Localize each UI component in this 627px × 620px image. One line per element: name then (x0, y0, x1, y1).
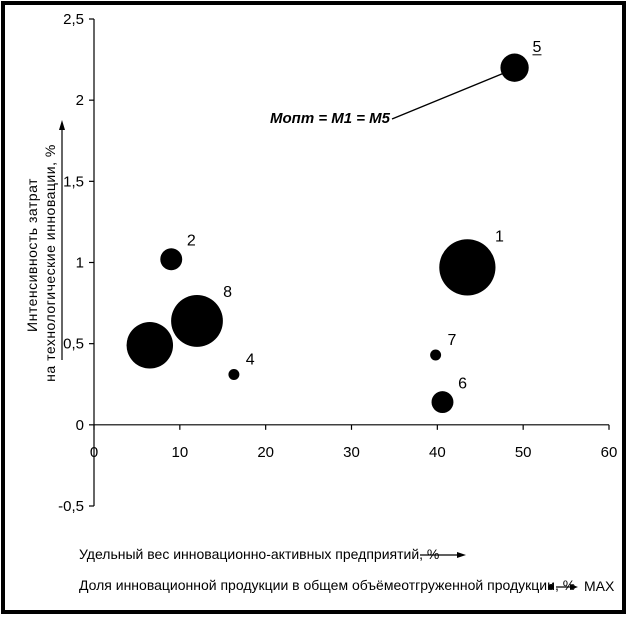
annotation-text: Mопт = M1 = M5 (270, 110, 391, 127)
point-label-5: 5 (532, 39, 541, 56)
bubble-point-6 (431, 391, 454, 414)
point-label-7: 7 (447, 332, 456, 349)
point-labels: 1 2 3 4 5 6 7 8 (174, 39, 542, 392)
bubble-point-4 (228, 369, 240, 380)
x-tick-label: 30 (343, 444, 360, 461)
data-points (126, 53, 529, 414)
axes (89, 18, 610, 507)
size-legend-max: MAX (584, 578, 615, 594)
bubble-point-1 (439, 239, 496, 296)
size-legend-label: Доля инновационной продукции в общем объ… (79, 577, 575, 593)
point-label-6: 6 (458, 375, 467, 392)
y-axis-label-line1: Интенсивность затрат (24, 178, 40, 332)
annotation: Mопт = M1 = M5 (270, 70, 510, 127)
y-tick-label: 2,5 (63, 11, 84, 28)
y-tick-label: -0,5 (58, 498, 84, 515)
bubble-point-3 (126, 322, 174, 369)
y-axis-label-arrowhead (59, 120, 65, 130)
x-tick-labels: 0102030405060 (90, 444, 618, 461)
x-axis-label: Удельный вес инновационно-активных предп… (79, 546, 439, 562)
size-caption: Доля инновационной продукции в общем объ… (79, 577, 615, 594)
bubble-point-7 (430, 349, 442, 361)
x-tick-label: 60 (601, 444, 618, 461)
y-tick-label: 1 (76, 255, 84, 272)
point-label-4: 4 (246, 352, 255, 369)
point-label-3: 3 (174, 310, 183, 327)
y-tick-label: 0,5 (63, 336, 84, 353)
annotation-leader-line (391, 70, 510, 120)
bubble-point-2 (160, 248, 183, 271)
point-label-1: 1 (495, 229, 504, 246)
x-tick-label: 20 (257, 444, 274, 461)
y-axis-label-line2: на технологические инновации, % (42, 144, 58, 382)
size-legend-dot (548, 584, 554, 590)
bubble-point-8 (171, 295, 223, 347)
y-tick-labels: 2,5 2 1,5 1 0,5 0 -0,5 (58, 11, 84, 515)
y-axis-label: Интенсивность затрат на технологические … (24, 120, 65, 382)
y-tick-label: 1,5 (63, 173, 84, 190)
x-axis-caption: Удельный вес инновационно-активных предп… (79, 546, 466, 562)
size-legend-arrowhead (570, 584, 578, 590)
x-tick-label: 10 (171, 444, 188, 461)
x-tick-label: 50 (515, 444, 532, 461)
bubble-point-5 (500, 53, 529, 82)
x-tick-label: 40 (429, 444, 446, 461)
y-tick-label: 2 (76, 92, 84, 109)
y-tick-label: 0 (76, 417, 84, 434)
point-label-2: 2 (187, 233, 196, 250)
point-label-8: 8 (223, 284, 232, 301)
x-axis-label-arrowhead (457, 552, 466, 558)
